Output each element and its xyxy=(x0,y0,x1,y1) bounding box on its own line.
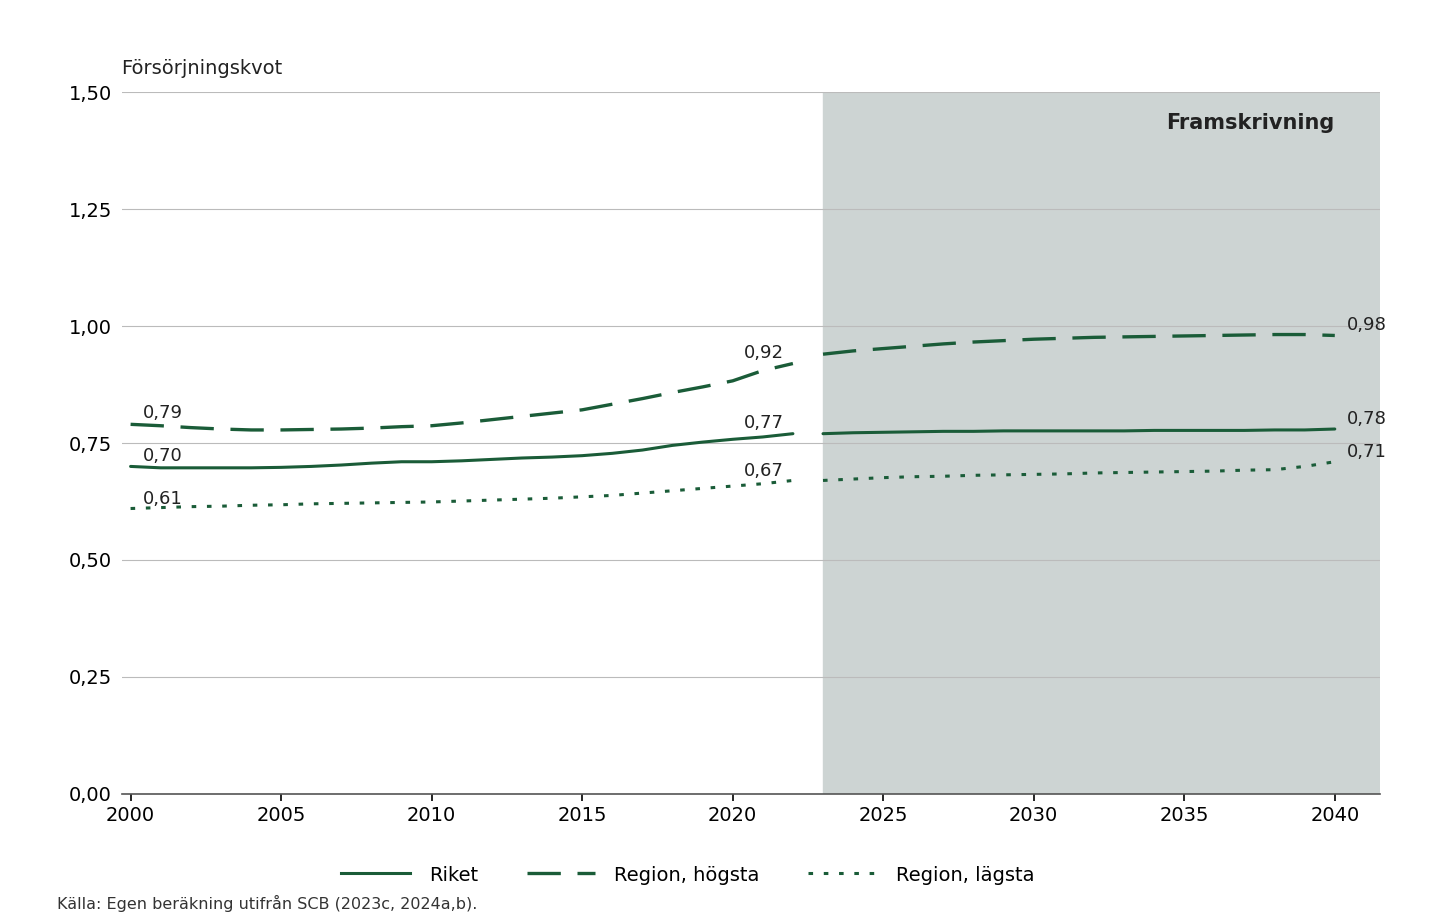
Text: 0,61: 0,61 xyxy=(143,489,183,508)
Text: Försörjningskvot: Försörjningskvot xyxy=(122,59,283,78)
Text: 0,79: 0,79 xyxy=(143,404,183,422)
Text: Källa: Egen beräkning utifrån SCB (2023c, 2024a,b).: Källa: Egen beräkning utifrån SCB (2023c… xyxy=(57,895,478,912)
Text: Framskrivning: Framskrivning xyxy=(1167,114,1334,133)
Text: 0,71: 0,71 xyxy=(1347,443,1387,461)
Legend: Riket, Region, högsta, Region, lägsta: Riket, Region, högsta, Region, lägsta xyxy=(333,857,1042,893)
Text: 0,67: 0,67 xyxy=(744,462,784,480)
Bar xyxy=(824,92,1396,794)
Text: 0,92: 0,92 xyxy=(744,343,784,362)
Text: 0,77: 0,77 xyxy=(744,414,784,432)
Text: 0,98: 0,98 xyxy=(1347,316,1387,334)
Text: 0,70: 0,70 xyxy=(143,447,183,464)
Text: 0,78: 0,78 xyxy=(1347,410,1387,427)
